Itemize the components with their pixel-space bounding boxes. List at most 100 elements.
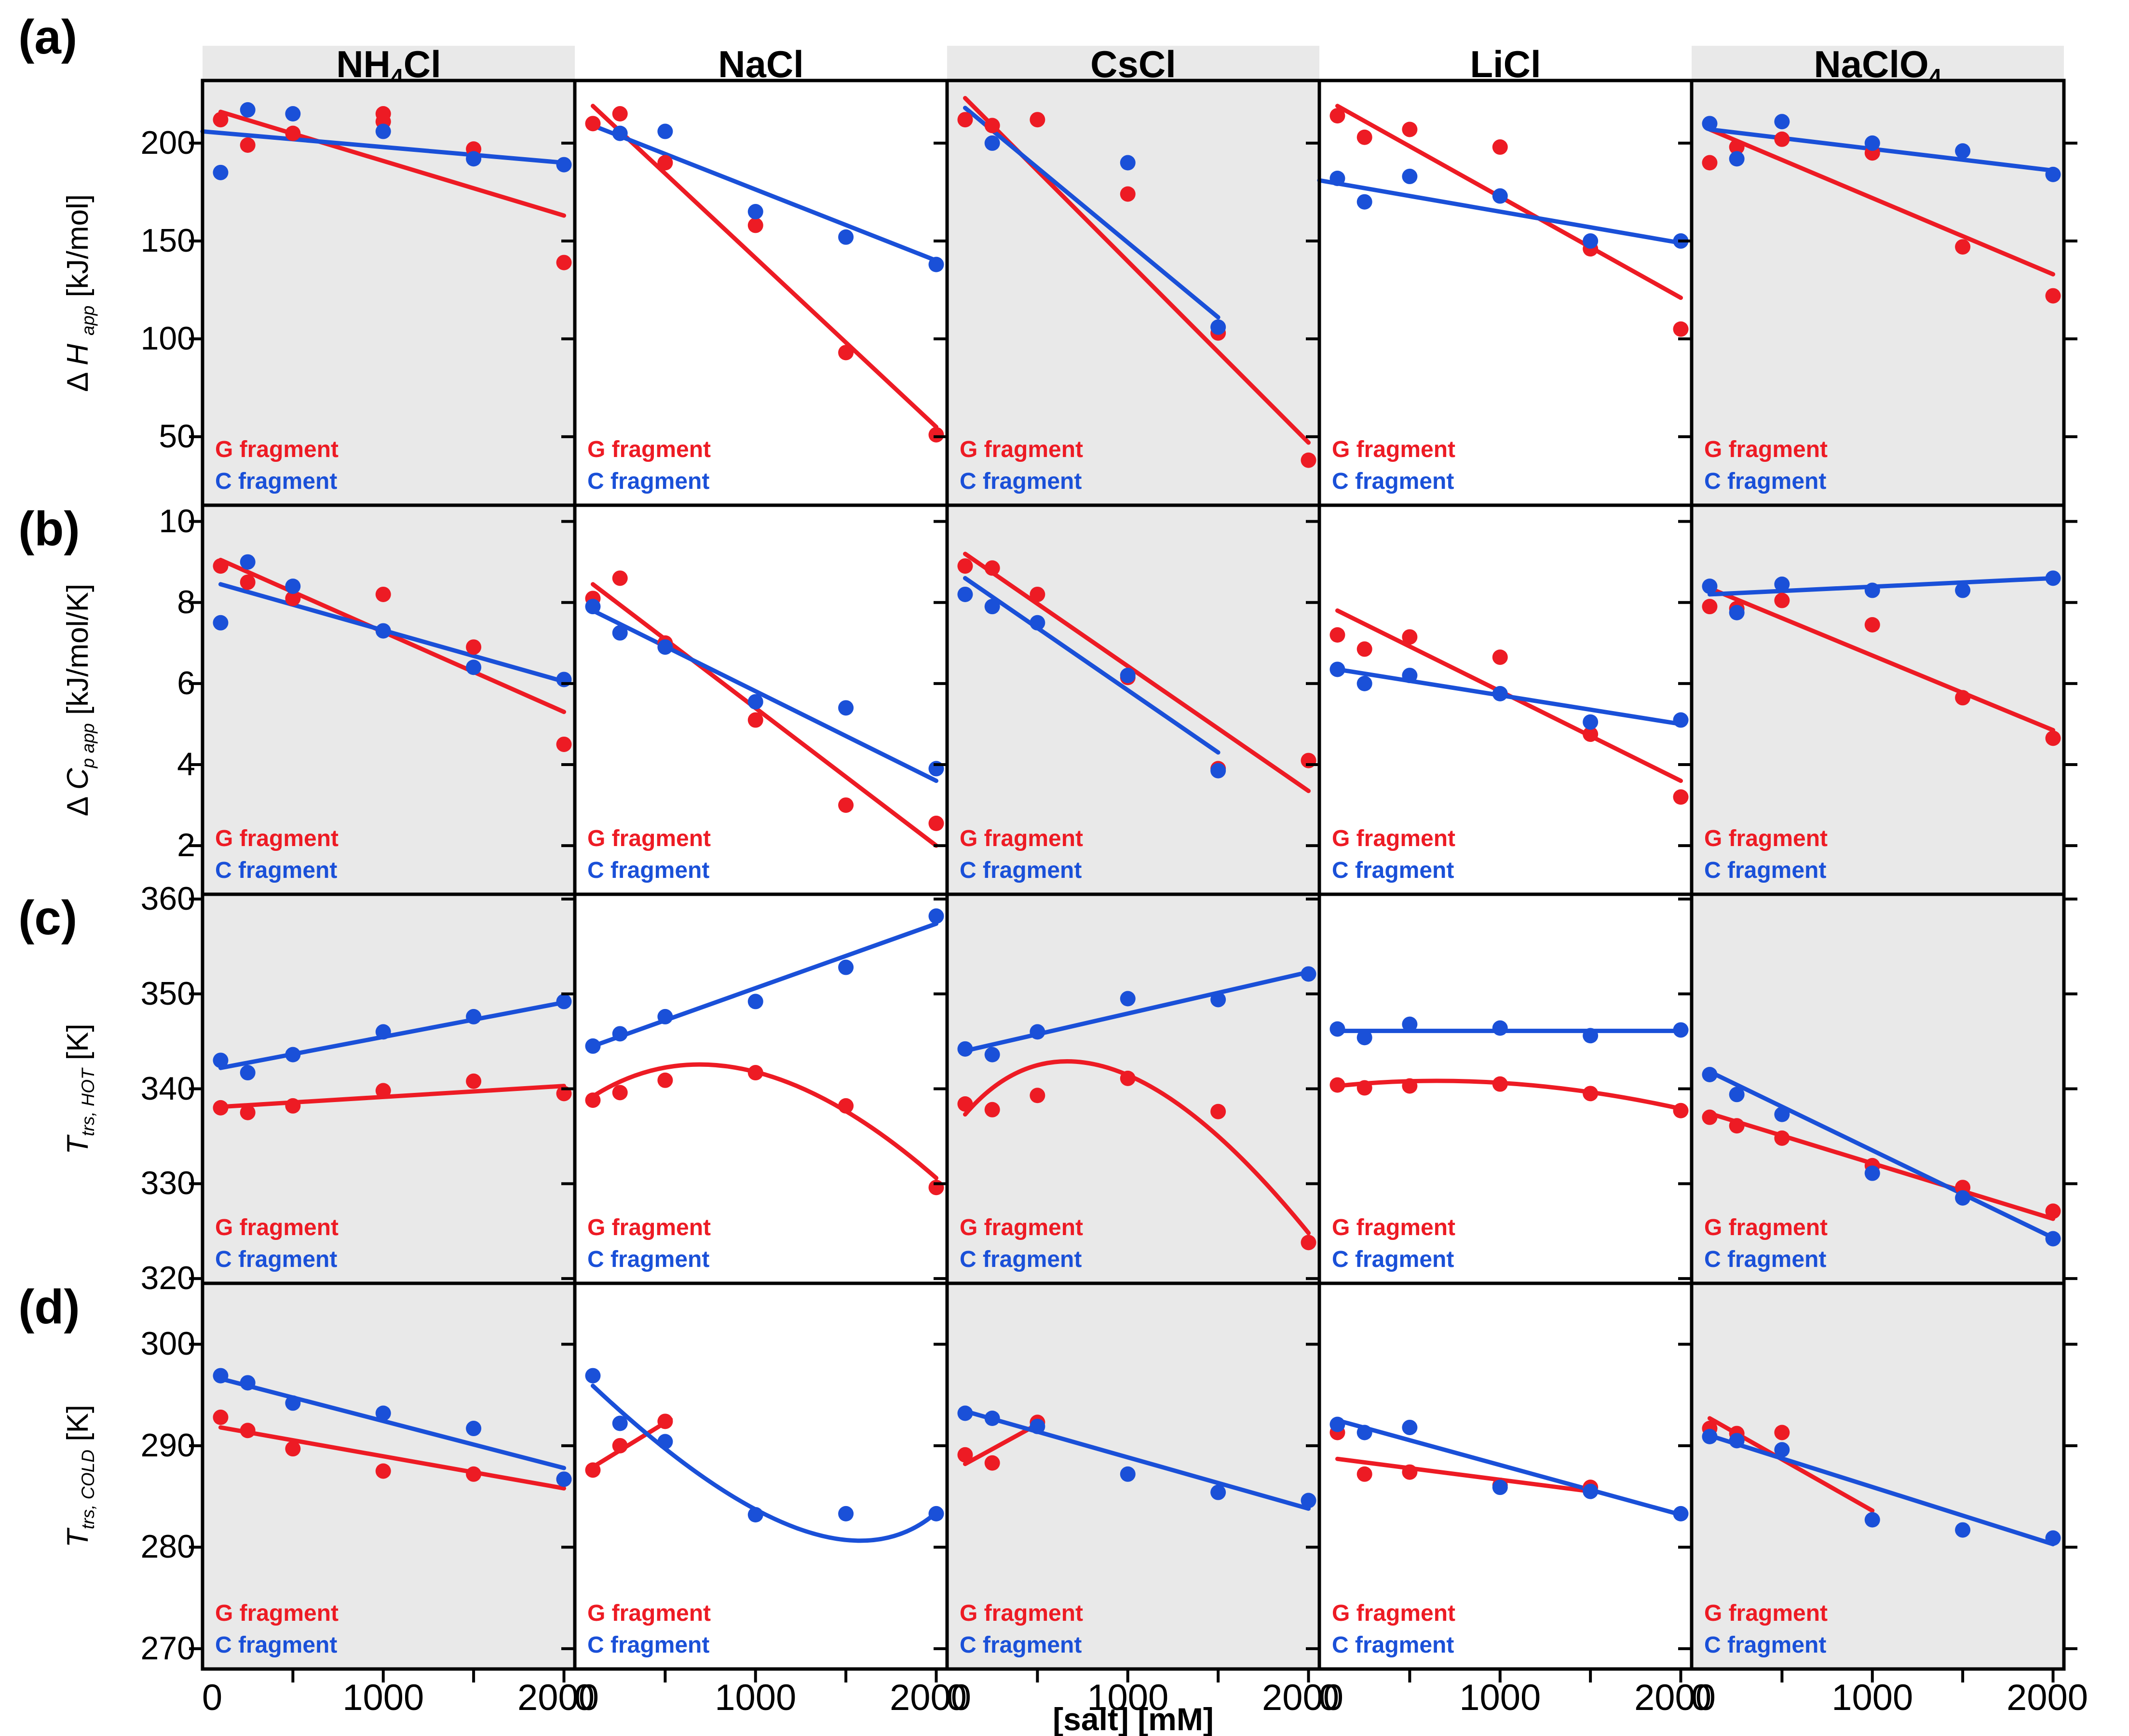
legend-c-fragment: C fragment <box>1332 1247 1454 1272</box>
g-fragment-point <box>466 639 482 655</box>
c-fragment-point <box>1492 686 1508 701</box>
c-fragment-point <box>1583 1028 1599 1044</box>
c-fragment-point <box>1402 1419 1418 1435</box>
g-fragment-point <box>466 1073 482 1089</box>
c-fragment-fit-line <box>1335 667 1683 727</box>
c-fragment-point <box>928 256 944 272</box>
g-fragment-point <box>1402 121 1418 137</box>
g-fragment-point <box>984 1455 1000 1471</box>
g-fragment-point <box>928 1180 944 1196</box>
g-fragment-point <box>957 558 973 574</box>
c-fragment-point <box>1492 1020 1508 1036</box>
legend-g-fragment: G fragment <box>1704 1215 1828 1240</box>
c-fragment-fit-line <box>218 582 567 684</box>
c-fragment-point <box>747 1507 763 1522</box>
g-fragment-fit-line <box>963 1059 1311 1236</box>
x-tick-label-col4-2000: 2000 <box>1634 1677 1716 1718</box>
c-fragment-point <box>984 1047 1000 1063</box>
c-fragment-point <box>612 125 628 141</box>
legend-c-fragment: C fragment <box>215 1632 337 1658</box>
legend-c-fragment: C fragment <box>587 469 709 494</box>
g-fragment-point <box>928 815 944 831</box>
panel-background <box>1692 1283 2064 1669</box>
c-fragment-point <box>1120 1466 1136 1482</box>
column-header-NaCl: NaCl <box>575 42 947 86</box>
c-fragment-fit-line <box>590 123 939 263</box>
g-fragment-point <box>1774 131 1790 147</box>
c-fragment-point <box>285 579 301 594</box>
c-fragment-point <box>657 639 673 655</box>
panel-background <box>947 505 1319 894</box>
c-fragment-point <box>657 1009 673 1024</box>
c-fragment-fit-line <box>590 608 939 783</box>
y-tick-label-d-270: 270 <box>140 1629 195 1667</box>
c-fragment-point <box>1774 1106 1790 1122</box>
g-fragment-point <box>213 1100 229 1116</box>
legend-c-fragment: C fragment <box>587 1247 709 1272</box>
c-fragment-point <box>1583 233 1599 249</box>
g-fragment-point <box>984 1102 1000 1117</box>
panel-c-NaClO4: G fragment C fragment <box>1678 892 2077 1297</box>
g-fragment-point <box>285 125 301 141</box>
panel-a-NaClO4: G fragment C fragment <box>1678 79 2077 519</box>
c-fragment-point <box>928 908 944 924</box>
legend-g-fragment: G fragment <box>587 437 711 462</box>
g-fragment-point <box>1356 641 1372 657</box>
legend-g-fragment: G fragment <box>960 1215 1083 1240</box>
g-fragment-point <box>285 591 301 606</box>
legend-c-fragment: C fragment <box>1704 858 1826 883</box>
c-fragment-point <box>1673 1506 1689 1521</box>
g-fragment-point <box>213 112 229 128</box>
c-fragment-point <box>466 1009 482 1024</box>
panel-background <box>575 894 947 1283</box>
panel-background <box>575 1283 947 1669</box>
c-fragment-point <box>1702 1428 1718 1444</box>
g-fragment-point <box>1356 1466 1372 1482</box>
g-fragment-fit-line <box>1707 586 2056 733</box>
g-fragment-fit-line <box>590 104 939 430</box>
g-fragment-point <box>657 1072 673 1088</box>
y-tick-label-c-350: 350 <box>140 975 195 1012</box>
legend-c-fragment: C fragment <box>215 858 337 883</box>
panel-background <box>203 505 575 894</box>
c-fragment-point <box>1729 605 1745 620</box>
c-fragment-point <box>375 1024 391 1040</box>
g-fragment-point <box>585 116 601 132</box>
panel-d-NH4Cl: G fragment C fragment <box>189 1281 577 1682</box>
c-fragment-point <box>375 623 391 639</box>
panel-letter-d: (d) <box>18 1280 80 1334</box>
g-fragment-point <box>1729 1118 1745 1134</box>
c-fragment-point <box>1492 1480 1508 1495</box>
x-tick-label-col3-1000: 1000 <box>1087 1677 1169 1718</box>
c-fragment-point <box>585 1368 601 1384</box>
g-fragment-point <box>1673 1103 1689 1118</box>
c-fragment-point <box>1583 714 1599 730</box>
c-fragment-point <box>213 1368 229 1384</box>
c-fragment-point <box>2045 166 2061 182</box>
c-fragment-point <box>1955 1522 1971 1538</box>
g-fragment-point <box>1329 1077 1345 1093</box>
g-fragment-point <box>213 558 229 574</box>
y-tick-label-a-200: 200 <box>140 124 195 161</box>
g-fragment-point <box>585 1462 601 1478</box>
c-fragment-fit-line <box>963 1409 1311 1511</box>
legend-c-fragment: C fragment <box>1332 1632 1454 1658</box>
panel-background <box>1319 505 1692 894</box>
g-fragment-point <box>1583 726 1599 742</box>
legend-g-fragment: G fragment <box>1704 437 1828 462</box>
x-tick-label-col5-2000: 2000 <box>2006 1677 2088 1718</box>
g-fragment-point <box>375 1463 391 1479</box>
column-header-NaClO4: NaClO4 <box>1692 42 2064 91</box>
c-fragment-point <box>1210 992 1226 1008</box>
legend-g-fragment: G fragment <box>587 826 711 851</box>
c-fragment-fit-line <box>218 1000 567 1070</box>
g-fragment-point <box>1729 139 1745 155</box>
legend-c-fragment: C fragment <box>215 469 337 494</box>
g-fragment-point <box>747 712 763 728</box>
c-fragment-fit-line <box>1707 1069 2056 1240</box>
c-fragment-point <box>375 1405 391 1421</box>
g-fragment-point <box>957 1447 973 1463</box>
panel-letter-a: (a) <box>18 10 78 64</box>
label-part: NaClO <box>1814 43 1929 85</box>
